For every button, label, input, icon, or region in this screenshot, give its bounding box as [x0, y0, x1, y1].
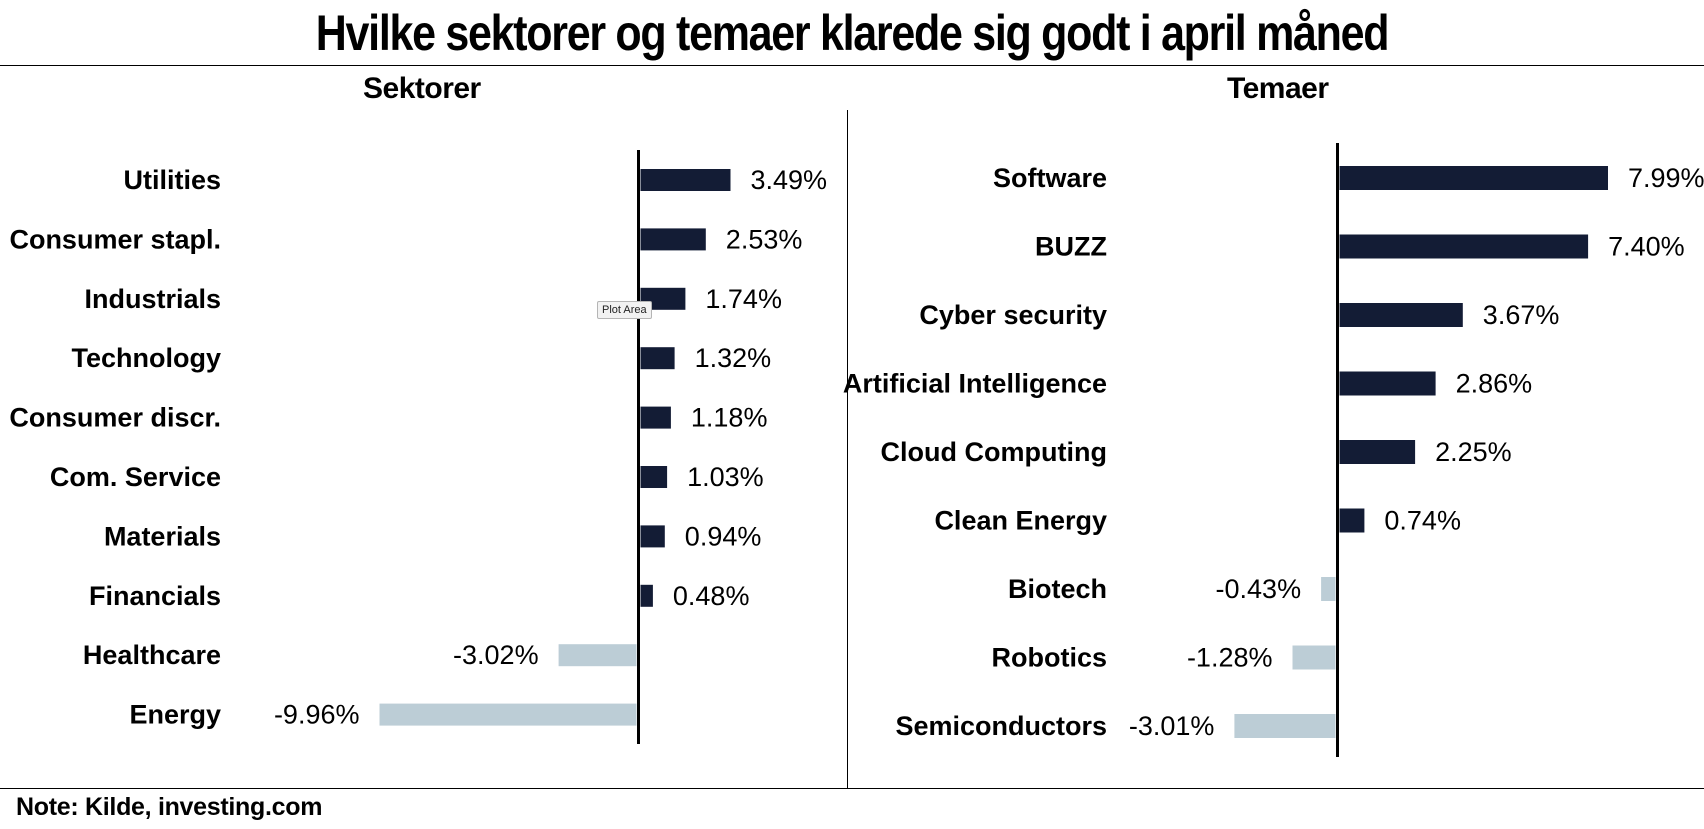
value-label: -0.43% — [1216, 574, 1302, 604]
plot-area-tooltip: Plot Area — [597, 301, 652, 319]
category-label: Biotech — [1008, 574, 1107, 604]
category-label: Utilities — [123, 165, 221, 195]
bar-1-7 — [1292, 645, 1336, 670]
value-label: 0.74% — [1384, 506, 1461, 536]
category-label: Clean Energy — [934, 506, 1107, 536]
value-label: 3.49% — [751, 165, 828, 195]
bar-1-1 — [1339, 234, 1589, 259]
category-label: Industrials — [84, 284, 221, 314]
category-label: Energy — [129, 700, 221, 730]
footer-divider — [0, 788, 1704, 789]
source-note: Note: Kilde, investing.com — [16, 793, 323, 821]
bar-1-3 — [1339, 371, 1436, 396]
category-label: Robotics — [991, 643, 1107, 673]
category-label: Semiconductors — [895, 711, 1107, 741]
page-title: Hvilke sektorer og temaer klarede sig go… — [315, 5, 1390, 61]
value-label: 2.53% — [726, 224, 803, 254]
bar-0-8 — [558, 644, 637, 667]
category-label: Materials — [104, 521, 221, 551]
category-label: Healthcare — [83, 640, 221, 670]
bar-0-4 — [640, 406, 671, 429]
value-label: 0.48% — [673, 581, 750, 611]
bar-1-6 — [1321, 577, 1336, 601]
value-label: -1.28% — [1187, 643, 1273, 673]
value-label: 7.99% — [1628, 163, 1704, 193]
value-label: -3.01% — [1129, 711, 1215, 741]
category-label: Consumer stapl. — [9, 224, 221, 254]
sectors-chart-title: Sektorer — [363, 72, 481, 105]
category-label: Software — [993, 163, 1107, 193]
themes-chart: Software 7.99% BUZZ 7.40% Cyber security 3.67… — [843, 143, 1704, 757]
category-label: Cloud Computing — [881, 437, 1107, 467]
value-label: 3.67% — [1483, 300, 1560, 330]
bar-0-5 — [640, 466, 668, 488]
value-label: 1.18% — [691, 403, 768, 433]
bar-1-2 — [1339, 303, 1463, 327]
value-label: 2.25% — [1435, 437, 1512, 467]
bar-1-0 — [1339, 166, 1608, 190]
bar-0-6 — [640, 525, 665, 548]
value-label: 7.40% — [1608, 232, 1685, 262]
category-label: Com. Service — [50, 462, 221, 492]
bar-1-5 — [1339, 508, 1365, 533]
category-label: BUZZ — [1035, 232, 1107, 262]
bar-0-0 — [640, 169, 731, 191]
category-label: Financials — [89, 581, 221, 611]
value-label: 1.32% — [695, 343, 772, 373]
themes-chart-title: Temaer — [1227, 72, 1329, 105]
title-divider — [0, 65, 1704, 66]
value-label: 1.74% — [705, 284, 782, 314]
category-label: Artificial Intelligence — [843, 369, 1107, 399]
bar-0-2 — [640, 287, 686, 310]
bar-0-3 — [640, 347, 675, 370]
value-label: -9.96% — [274, 700, 360, 730]
bar-1-4 — [1339, 440, 1416, 464]
value-label: 2.86% — [1456, 369, 1533, 399]
sectors-chart: Utilities 3.49% Consumer stapl. 2.53% Indust… — [9, 150, 827, 744]
bar-0-1 — [640, 228, 706, 251]
value-label: 0.94% — [685, 521, 762, 551]
bar-0-9 — [379, 703, 637, 726]
bar-0-7 — [640, 584, 653, 607]
bar-1-8 — [1234, 714, 1336, 738]
category-label: Technology — [71, 343, 221, 373]
category-label: Cyber security — [919, 300, 1107, 330]
panel-divider — [847, 110, 848, 789]
value-label: -3.02% — [453, 640, 539, 670]
category-label: Consumer discr. — [9, 403, 221, 433]
value-label: 1.03% — [687, 462, 764, 492]
